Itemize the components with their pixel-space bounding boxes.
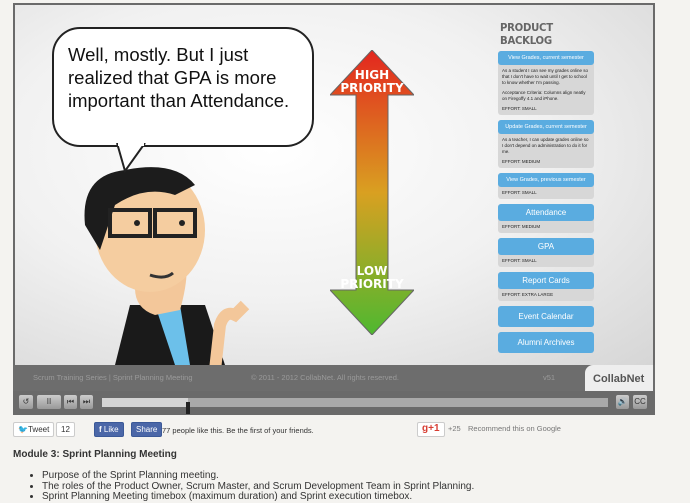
module-topic: The roles of the Product Owner, Scrum Ma… [42, 481, 474, 493]
prev-button[interactable]: ⏮ [64, 395, 77, 409]
progress-slider[interactable] [102, 398, 608, 414]
backlog-card-body: EFFORT: MEDIUM [498, 221, 594, 233]
next-button[interactable]: ⏭ [80, 395, 93, 409]
backlog-card-body: EFFORT: SMALL [498, 255, 594, 267]
module-title: Module 3: Sprint Planning Meeting [13, 449, 177, 460]
backlog-card-title[interactable]: View Grades, current semester [498, 51, 594, 65]
character-illustration [84, 167, 250, 365]
low-priority-label: LOW PRIORITY [340, 264, 404, 291]
card-effort: EFFORT: MEDIUM [502, 159, 541, 164]
tweet-count: 12 [56, 422, 75, 437]
replay-button[interactable]: ↺ [19, 395, 33, 409]
card-effort: EFFORT: SMALL [502, 190, 537, 195]
backlog-card: GPA EFFORT: SMALL [498, 238, 594, 267]
backlog-card-body: EFFORT: EXTRA LARGE [498, 289, 594, 301]
twitter-icon: 🐦 [18, 425, 28, 434]
product-backlog: PRODUCT BACKLOG View Grades, current sem… [498, 19, 594, 358]
event-calendar-button[interactable]: Event Calendar [498, 306, 594, 327]
like-text: 77 people like this. Be the first of you… [162, 426, 314, 435]
backlog-card-body: EFFORT: SMALL [498, 187, 594, 199]
google-plus-button[interactable]: g+1 [417, 422, 445, 437]
card-description: Acceptance Criteria: Columns align neatl… [502, 90, 586, 101]
card-description: As a student I can see my grades online … [502, 68, 589, 85]
card-description: As a teacher, I can update grades online… [502, 137, 589, 154]
backlog-card-body: As a teacher, I can update grades online… [498, 134, 594, 168]
module-topic: Purpose of the Sprint Planning meeting. [42, 470, 474, 482]
pause-button[interactable]: II [37, 395, 61, 409]
google-plus-text: Recommend this on Google [468, 424, 561, 433]
volume-button[interactable]: 🔊 [616, 395, 629, 409]
backlog-card: View Grades, current semester As a studen… [498, 51, 594, 115]
speech-bubble: Well, mostly. But I just realized that G… [52, 27, 314, 147]
card-effort: EFFORT: EXTRA LARGE [502, 292, 554, 297]
version: v51 [543, 373, 556, 382]
facebook-icon: f [99, 425, 104, 434]
card-effort: EFFORT: SMALL [502, 258, 537, 263]
backlog-card-title[interactable]: Report Cards [498, 272, 594, 289]
card-effort: EFFORT: SMALL [502, 106, 537, 111]
backlog-card: Attendance EFFORT: MEDIUM [498, 204, 594, 233]
backlog-card-title[interactable]: View Grades, previous semester [498, 173, 594, 187]
slide-footer: Scrum Training Series | Sprint Planning … [13, 365, 655, 391]
backlog-card-title[interactable]: GPA [498, 238, 594, 255]
backlog-card-title[interactable]: Update Grades, current semester [498, 120, 594, 134]
backlog-card-body: As a student I can see my grades online … [498, 65, 594, 115]
card-effort: EFFORT: MEDIUM [502, 224, 541, 229]
cc-button[interactable]: CC [633, 395, 647, 409]
priority-arrow [330, 50, 414, 335]
alumni-archives-button[interactable]: Alumni Archives [498, 332, 594, 353]
series-title: Scrum Training Series | Sprint Planning … [33, 373, 193, 382]
backlog-title: PRODUCT BACKLOG [500, 21, 553, 47]
module-topic: Sprint Planning Meeting timebox (maximum… [42, 491, 474, 503]
tweet-label: Tweet [27, 425, 50, 434]
like-label: Like [103, 425, 119, 434]
backlog-card: Update Grades, current semester As a teac… [498, 120, 594, 168]
backlog-card: Report Cards EFFORT: EXTRA LARGE [498, 272, 594, 301]
progress-thumb[interactable] [186, 402, 191, 414]
high-priority-label: HIGH PRIORITY [340, 68, 404, 95]
progress-fill [102, 398, 189, 407]
backlog-card: View Grades, previous semester EFFORT: SM… [498, 173, 594, 199]
collabnet-logo: CollabNet [585, 365, 653, 391]
copyright: © 2011 - 2012 CollabNet. All rights rese… [251, 373, 399, 382]
player-controls: ↺ II ⏮ ⏭ 🔊 CC [13, 391, 655, 415]
video-player: Well, mostly. But I just realized that G… [13, 3, 655, 415]
tweet-button[interactable]: 🐦Tweet [13, 422, 55, 437]
facebook-share-button[interactable]: Share [131, 422, 163, 437]
google-plus-count: +25 [448, 424, 461, 433]
module-topics: Purpose of the Sprint Planning meeting.T… [42, 470, 474, 503]
social-bar: 🐦Tweet 12 f Like Share 77 people like th… [13, 421, 653, 439]
backlog-card-title[interactable]: Attendance [498, 204, 594, 221]
speech-bubble-tail [116, 143, 146, 173]
slide: Well, mostly. But I just realized that G… [15, 5, 653, 365]
facebook-like-button[interactable]: f Like [94, 422, 124, 437]
